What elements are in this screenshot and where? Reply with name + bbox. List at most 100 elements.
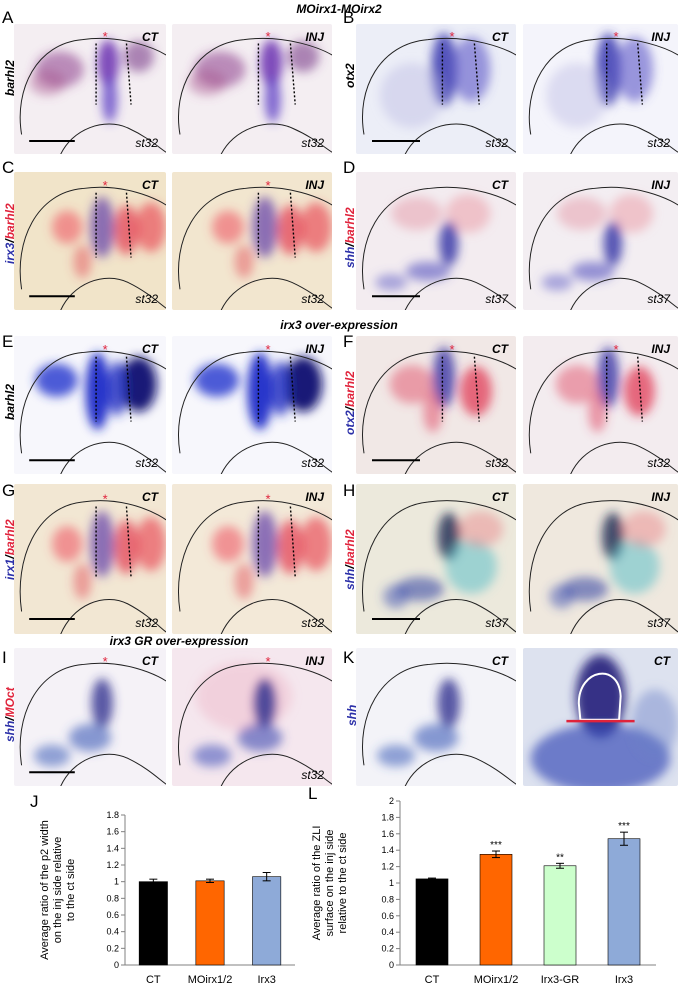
panel-letter-c: C xyxy=(2,158,15,177)
gene-label-segment: / xyxy=(343,565,357,569)
control-side-tag: CT xyxy=(654,654,670,668)
y-tick-label: 0.2 xyxy=(381,944,394,954)
gene-label-b: otx2 xyxy=(343,63,357,88)
y-tick-label: 1.2 xyxy=(106,860,119,870)
bar xyxy=(138,881,168,966)
micrograph-panel-h: CT st37 xyxy=(356,484,516,634)
y-tick-label: 0.4 xyxy=(381,927,394,937)
micrograph-panel-b: * INJ st32 xyxy=(523,24,678,154)
y-axis-label: relative to the ct side xyxy=(337,833,349,934)
control-side-tag: CT xyxy=(142,342,158,356)
y-tick-label: 1.8 xyxy=(381,812,394,822)
asterisk-marker: * xyxy=(449,342,454,357)
micrograph-panel-f: * INJ st32 xyxy=(523,336,678,474)
stage-label: st32 xyxy=(135,292,158,306)
stage-label: st32 xyxy=(485,136,508,150)
x-tick-label: Irx3-GR xyxy=(541,974,580,986)
gene-label-segment: barhl2 xyxy=(343,370,357,407)
panel-letter-l: L xyxy=(308,784,318,803)
stage-label: st32 xyxy=(301,616,324,630)
y-axis-label: to the ct side xyxy=(65,859,77,921)
stage-label: st32 xyxy=(135,616,158,630)
injected-side-tag: INJ xyxy=(651,30,670,44)
y-tick-label: 0.8 xyxy=(106,893,119,903)
gene-label-segment: shh xyxy=(343,246,357,268)
embryo-drawing: * xyxy=(19,178,166,310)
micrograph-panel-e: * CT st32 xyxy=(14,336,166,474)
asterisk-marker: * xyxy=(265,178,270,193)
x-tick-label: MOirx1/2 xyxy=(474,974,519,986)
stage-label: st37 xyxy=(647,292,670,306)
control-side-tag: CT xyxy=(492,654,508,668)
gene-label-segment: barhl2 xyxy=(343,529,357,566)
control-side-tag: CT xyxy=(142,178,158,192)
gene-label-segment: / xyxy=(343,406,357,411)
gene-label-segment: / xyxy=(343,243,357,247)
stage-label: st32 xyxy=(301,292,324,306)
asterisk-marker: * xyxy=(613,29,618,44)
asterisk-marker: * xyxy=(103,492,108,507)
micrograph-panel-a: * INJ st32 xyxy=(172,24,332,154)
control-side-tag: CT xyxy=(142,490,158,504)
stage-label: st32 xyxy=(647,456,670,470)
y-tick-label: 1.2 xyxy=(381,862,394,872)
asterisk-marker: * xyxy=(265,342,270,357)
section-title-gr-overexpression: irx3 GR over-expression xyxy=(109,634,249,648)
embryo-drawing xyxy=(362,500,516,634)
y-tick-label: 1 xyxy=(389,878,394,888)
bar xyxy=(543,865,577,966)
injected-side-tag: INJ xyxy=(305,490,324,504)
embryo-drawing xyxy=(530,654,678,786)
embryo-drawing: * xyxy=(362,29,516,154)
embryo-drawing xyxy=(528,500,678,634)
embryo-drawing: * xyxy=(19,29,166,154)
y-tick-label: 1.4 xyxy=(106,843,119,853)
embryo-drawing: * xyxy=(178,654,332,786)
gene-label-segment: barhl2 xyxy=(343,207,357,244)
asterisk-marker: * xyxy=(103,29,108,44)
gene-label-f: otx2/barhl2 xyxy=(343,371,357,435)
x-tick-label: CT xyxy=(146,974,161,986)
section-title-morpholino: MOirx1-MOirx2 xyxy=(296,2,382,16)
micrograph-panel-h: INJ st37 xyxy=(523,484,678,634)
significance-marker: *** xyxy=(490,840,502,851)
stage-label: st32 xyxy=(135,136,158,150)
embryo-drawing xyxy=(528,186,678,310)
embryo-drawing xyxy=(362,662,516,786)
asterisk-marker: * xyxy=(103,178,108,193)
panel-letter-k: K xyxy=(343,648,355,667)
control-side-tag: CT xyxy=(142,654,158,668)
y-tick-label: 0.8 xyxy=(381,894,394,904)
asterisk-marker: * xyxy=(103,342,108,357)
embryo-drawing: * xyxy=(178,342,332,474)
embryo-drawing: * xyxy=(362,342,516,474)
y-tick-label: 1.8 xyxy=(106,810,119,820)
bar xyxy=(607,838,641,966)
y-axis-label: surface on the inj side xyxy=(324,829,336,936)
y-axis-label: Average ratio of the p2 width xyxy=(39,820,51,960)
stage-label: st37 xyxy=(647,616,670,630)
stage-label: st32 xyxy=(135,456,158,470)
bar xyxy=(252,876,282,966)
bar-chart-j: Average ratio of the p2 width on the inj … xyxy=(39,810,295,986)
stage-label: st37 xyxy=(485,616,508,630)
y-tick-label: 0 xyxy=(114,960,119,970)
micrograph-panel-g: * INJ st32 xyxy=(172,484,332,634)
control-side-tag: CT xyxy=(492,490,508,504)
panel-letter-d: D xyxy=(343,158,356,177)
y-tick-label: 0.4 xyxy=(106,927,119,937)
micrograph-panel-e: * INJ st32 xyxy=(172,336,332,474)
micrograph-panel-f: * CT st32 xyxy=(356,336,516,474)
gene-label-h: shh/barhl2 xyxy=(343,529,357,590)
injected-side-tag: INJ xyxy=(305,30,324,44)
bar-chart-l: Average ratio of the ZLI surface on the i… xyxy=(311,796,656,986)
x-tick-label: MOirx1/2 xyxy=(188,974,233,986)
embryo-drawing: * xyxy=(19,654,166,786)
injected-side-tag: INJ xyxy=(305,342,324,356)
asterisk-marker: * xyxy=(103,654,108,669)
significance-marker: ** xyxy=(556,852,564,863)
y-tick-label: 2 xyxy=(389,796,394,806)
panel-letter-f: F xyxy=(343,332,354,351)
bar xyxy=(415,878,449,966)
y-axis-label: on the inj side relative xyxy=(52,837,64,943)
